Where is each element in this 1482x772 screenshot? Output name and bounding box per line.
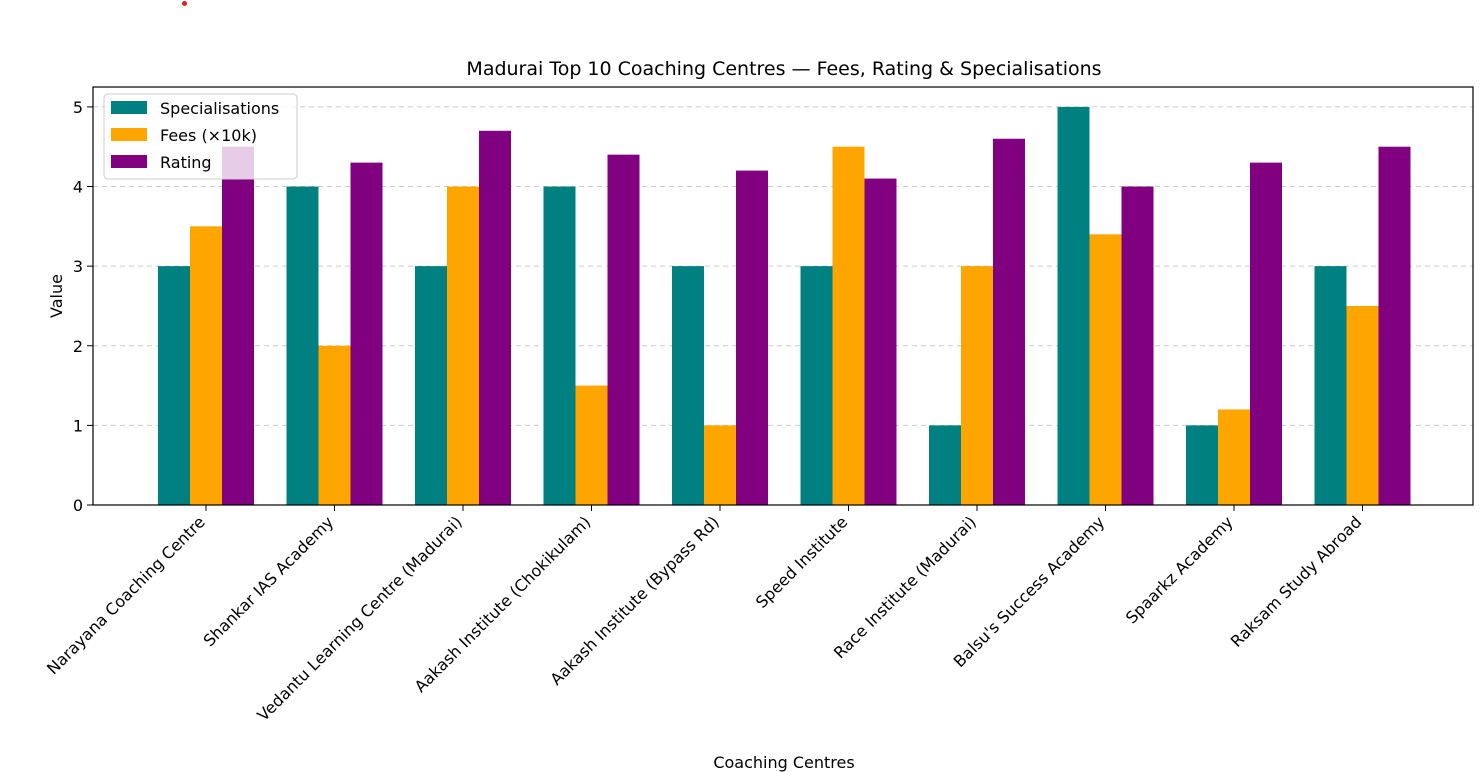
y-tick-label: 1 xyxy=(73,416,83,435)
y-tick-label: 4 xyxy=(73,178,83,197)
bar xyxy=(350,162,383,505)
x-tick-label: Balsu's Success Academy xyxy=(950,512,1109,671)
bar xyxy=(800,266,833,505)
bar xyxy=(607,154,640,505)
bar xyxy=(575,385,608,505)
x-tick-label: Spaarkz Academy xyxy=(1122,512,1237,627)
bar xyxy=(1218,409,1250,505)
bar xyxy=(479,130,511,506)
bar xyxy=(1346,305,1379,505)
bar xyxy=(704,425,736,505)
bar xyxy=(222,146,254,505)
legend-label: Rating xyxy=(160,153,212,172)
legend-swatch xyxy=(111,101,147,114)
bars-group xyxy=(158,106,1411,506)
bar xyxy=(1250,162,1282,505)
x-tick-label: Narayana Coaching Centre xyxy=(43,512,209,678)
bar xyxy=(1314,266,1347,505)
bar xyxy=(158,266,190,505)
marker-dot xyxy=(182,1,187,6)
bar xyxy=(190,226,222,506)
bar xyxy=(736,170,768,505)
bar xyxy=(929,425,961,505)
bar xyxy=(415,266,447,505)
x-tick-label: Raksam Study Abroad xyxy=(1227,512,1366,651)
legend-swatch xyxy=(111,128,147,141)
legend-swatch xyxy=(111,155,147,168)
legend-box xyxy=(103,93,298,180)
y-tick-label: 0 xyxy=(73,496,83,515)
plot-frame xyxy=(92,86,1474,506)
y-axis-label: Value xyxy=(47,274,66,318)
legend-label: Fees (×10k) xyxy=(160,126,257,145)
bar xyxy=(286,186,319,505)
bar xyxy=(1378,146,1411,505)
y-tick-label: 2 xyxy=(73,337,83,356)
bar xyxy=(672,266,704,505)
bar xyxy=(1057,106,1090,506)
bar xyxy=(447,186,479,505)
bar xyxy=(543,186,576,505)
bar xyxy=(864,178,897,506)
x-axis-label: Coaching Centres xyxy=(713,753,854,772)
bar xyxy=(318,345,351,505)
x-tick-label: Speed Institute xyxy=(752,512,851,611)
x-tick-label: Race Institute (Madurai) xyxy=(830,512,980,662)
chart-title: Madurai Top 10 Coaching Centres — Fees, … xyxy=(466,58,1101,80)
bar xyxy=(961,266,993,505)
bar xyxy=(1089,234,1122,506)
x-tick-label: Shankar IAS Academy xyxy=(199,512,337,650)
bar xyxy=(1121,186,1154,505)
y-tick-label: 5 xyxy=(73,98,83,117)
bar xyxy=(832,146,865,505)
bar xyxy=(1186,425,1218,505)
x-tick-label: Vedantu Learning Centre (Madurai) xyxy=(253,512,465,724)
y-axis: 0 1 2 3 4 5 xyxy=(73,98,93,515)
legend: Specialisations Fees (×10k) Rating xyxy=(103,93,298,180)
bar xyxy=(993,138,1025,505)
legend-label: Specialisations xyxy=(160,99,279,118)
y-tick-label: 3 xyxy=(73,257,83,276)
